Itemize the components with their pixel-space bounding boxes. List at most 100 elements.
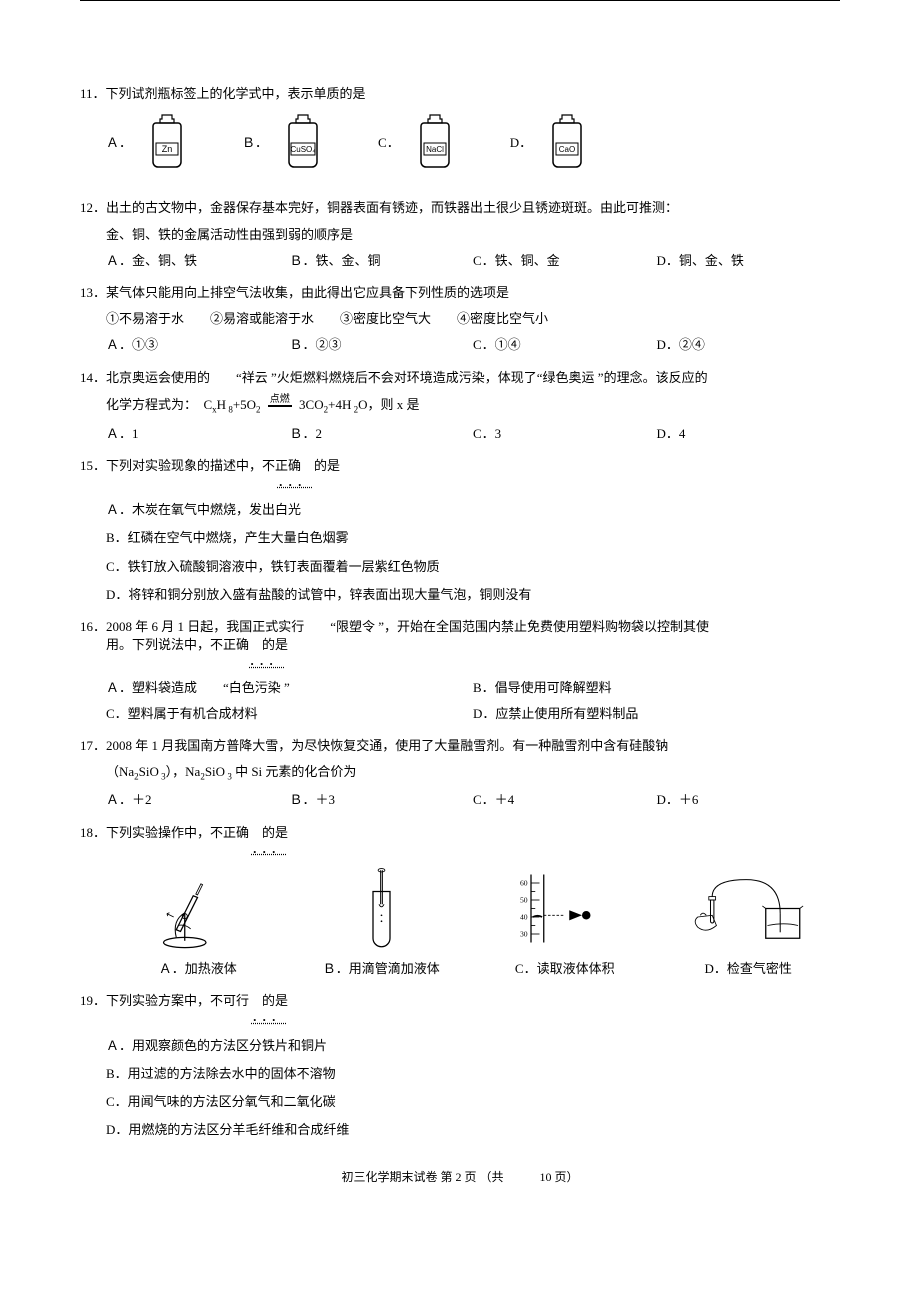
q15-options: Ａ．木炭在氧气中燃烧，发出白光 B．红磷在空气中燃烧，产生大量白色烟雾 C．铁钉… — [106, 501, 840, 604]
q14-a: Ａ．1 — [106, 425, 290, 443]
exam-page: 11．下列试剂瓶标签上的化学式中，表示单质的是 Ａ． Zn Ｂ． CuS — [80, 0, 840, 1226]
q16-a: Ａ．塑料袋造成 “白色污染 ” — [106, 679, 473, 697]
q14-stem: 14．北京奥运会使用的 “祥云 ”火炬燃料燃烧后不会对环境造成污染，体现了“绿色… — [80, 369, 840, 387]
q14-annot: 点燃 — [268, 395, 292, 406]
q12-options: Ａ．金、铜、铁 Ｂ．铁、金、铜 C．铁、铜、金 D．铜、金、铁 — [106, 252, 840, 270]
q12-c: C．铁、铜、金 — [473, 252, 657, 270]
q13-a: Ａ．①③ — [106, 336, 290, 354]
svg-text:CaO: CaO — [559, 145, 575, 154]
q14-h2o: +4H — [328, 397, 351, 412]
q17-m2: ），Na — [166, 764, 201, 779]
q16-options-2: C．塑料属于有机合成材料 D．应禁止使用所有塑料制品 — [106, 705, 840, 723]
q11-d-letter: D． — [510, 134, 532, 152]
q18-figures: 60 50 40 30 — [106, 866, 840, 956]
q19-c: C．用闻气味的方法区分氧气和二氧化碳 — [106, 1093, 840, 1111]
q12-a: Ａ．金、铜、铁 — [106, 252, 290, 270]
svg-text:CuSO₄: CuSO₄ — [291, 145, 316, 154]
q17-sub: （Na2SiO 3），Na2SiO 3 中 Si 元素的化合价为 — [106, 763, 840, 783]
q17-stem: 17．2008 年 1 月我国南方普降大雪，为尽快恢复交通，使用了大量融雪剂。有… — [80, 737, 840, 755]
q14-o2: +5O — [233, 397, 256, 412]
q19-options: Ａ．用观察颜色的方法区分铁片和铜片 B．用过滤的方法除去水中的固体不溶物 C．用… — [106, 1037, 840, 1140]
q12-b: Ｂ．铁、金、铜 — [290, 252, 474, 270]
q11-opt-a: Ａ． Zn — [106, 113, 192, 173]
q19-pre: 19．下列实验方案中，不可行 — [80, 993, 249, 1008]
q18-b: Ｂ．用滴管滴加液体 — [290, 960, 474, 978]
bottle-icon: Zn — [142, 113, 192, 173]
bottle-icon: CuSO₄ — [278, 113, 328, 173]
q18-suf: 的是 — [262, 825, 288, 840]
emphasis-dots: ．．． — [252, 1009, 287, 1024]
q16-d: D．应禁止使用所有塑料制品 — [473, 705, 840, 723]
q18-c: C．读取液体体积 — [473, 960, 657, 978]
q16-b: B．倡导使用可降解塑料 — [473, 679, 840, 697]
q14-d: D．4 — [657, 425, 841, 443]
q17-c: C．＋4 — [473, 791, 657, 809]
q17-suf: 中 Si 元素的化合价为 — [232, 764, 357, 779]
q19-b: B．用过滤的方法除去水中的固体不溶物 — [106, 1065, 840, 1083]
q19-d: D．用燃烧的方法区分羊毛纤维和合成纤维 — [106, 1121, 840, 1139]
svg-text:30: 30 — [520, 929, 528, 938]
q12-d: D．铜、金、铁 — [657, 252, 841, 270]
q11-options: Ａ． Zn Ｂ． CuSO₄ C． — [106, 113, 840, 173]
q15-pre: 15．下列对实验现象的描述中，不正确 — [80, 458, 301, 473]
emphasis-dots: ．．． — [252, 841, 287, 856]
q15-b: B．红磷在空气中燃烧，产生大量白色烟雾 — [106, 529, 840, 547]
svg-text:40: 40 — [520, 912, 528, 921]
q11-b-letter: Ｂ． — [242, 134, 268, 152]
q18-a: Ａ．加热液体 — [106, 960, 290, 978]
q15-d: D．将锌和铜分别放入盛有盐酸的试管中，锌表面出现大量气泡，铜则没有 — [106, 586, 840, 604]
q14-b: Ｂ．2 — [290, 425, 474, 443]
q18-fig-d — [657, 866, 841, 956]
q17-options: Ａ．＋2 Ｂ．＋3 C．＋4 D．＋6 — [106, 791, 840, 809]
q17-pre: （Na — [106, 764, 134, 779]
q13-c: C．①④ — [473, 336, 657, 354]
emphasis-dots: ．．． — [278, 474, 313, 489]
q17-m3: SiO — [205, 764, 225, 779]
q15-stem: 15．下列对实验现象的描述中，不正确 的是 ．．． — [80, 457, 840, 491]
q12-sub: 金、铜、铁的金属活动性由强到弱的顺序是 — [106, 226, 840, 244]
q18-options: Ａ．加热液体 Ｂ．用滴管滴加液体 C．读取液体体积 D．检查气密性 — [106, 960, 840, 978]
q11-a-letter: Ａ． — [106, 134, 132, 152]
q11-c-letter: C． — [378, 134, 400, 152]
q13-sub: ①不易溶于水 ②易溶或能溶于水 ③密度比空气大 ④密度比空气小 — [106, 310, 840, 328]
svg-text:NaCl: NaCl — [426, 145, 444, 154]
q16-options-1: Ａ．塑料袋造成 “白色污染 ” B．倡导使用可降解塑料 — [106, 679, 840, 697]
q14-sub-pre: 化学方程式为： C — [106, 397, 212, 412]
q15-suf: 的是 — [314, 458, 340, 473]
page-footer: 初三化学期末试卷 第 2 页 （共 10 页） — [80, 1169, 840, 1186]
q14-co2: 3CO — [299, 397, 324, 412]
q18-fig-c: 60 50 40 30 — [473, 866, 657, 956]
q17-d: D．＋6 — [657, 791, 841, 809]
q13-stem: 13．某气体只能用向上排空气法收集，由此得出它应具备下列性质的选项是 — [80, 284, 840, 302]
emphasis-dots: ．．． — [249, 653, 284, 668]
q14-c: C．3 — [473, 425, 657, 443]
q17-b: Ｂ．＋3 — [290, 791, 474, 809]
q14-h: H — [217, 397, 226, 412]
svg-text:60: 60 — [520, 878, 528, 887]
q14-suf: O，则 x 是 — [358, 397, 419, 412]
q13-b: Ｂ．②③ — [290, 336, 474, 354]
q18-d: D．检查气密性 — [657, 960, 841, 978]
q14-sub: 化学方程式为： CxH 8+5O2 点燃 3CO2+4H 2O，则 x 是 — [106, 395, 840, 417]
q19-stem: 19．下列实验方案中，不可行 的是 ．．． — [80, 992, 840, 1026]
q17-m1: SiO — [139, 764, 159, 779]
q18-pre: 18．下列实验操作中，不正确 — [80, 825, 249, 840]
q11-opt-c: C． NaCl — [378, 113, 460, 173]
q16-suf: 的是 — [262, 637, 288, 652]
q14-options: Ａ．1 Ｂ．2 C．3 D．4 — [106, 425, 840, 443]
q13-options: Ａ．①③ Ｂ．②③ C．①④ D．②④ — [106, 336, 840, 354]
q19-a: Ａ．用观察颜色的方法区分铁片和铜片 — [106, 1037, 840, 1055]
q19-suf: 的是 — [262, 993, 288, 1008]
bottle-label: Zn — [162, 144, 173, 154]
q16-pre: 用。下列说法中，不正确 — [106, 637, 249, 652]
q12-stem: 12．出土的古文物中，金器保存基本完好，铜器表面有锈迹，而铁器出土很少且锈迹斑斑… — [80, 199, 840, 217]
q16-stem1: 16．2008 年 6 月 1 日起，我国正式实行 “限塑令 ”，开始在全国范围… — [80, 618, 840, 636]
q18-fig-a — [106, 866, 290, 956]
bottle-icon: CaO — [542, 113, 592, 173]
bottle-icon: NaCl — [410, 113, 460, 173]
q11-opt-b: Ｂ． CuSO₄ — [242, 113, 328, 173]
q16-c: C．塑料属于有机合成材料 — [106, 705, 473, 723]
reaction-condition-icon: 点燃 — [268, 395, 292, 417]
q15-mid — [301, 458, 314, 473]
q17-a: Ａ．＋2 — [106, 791, 290, 809]
